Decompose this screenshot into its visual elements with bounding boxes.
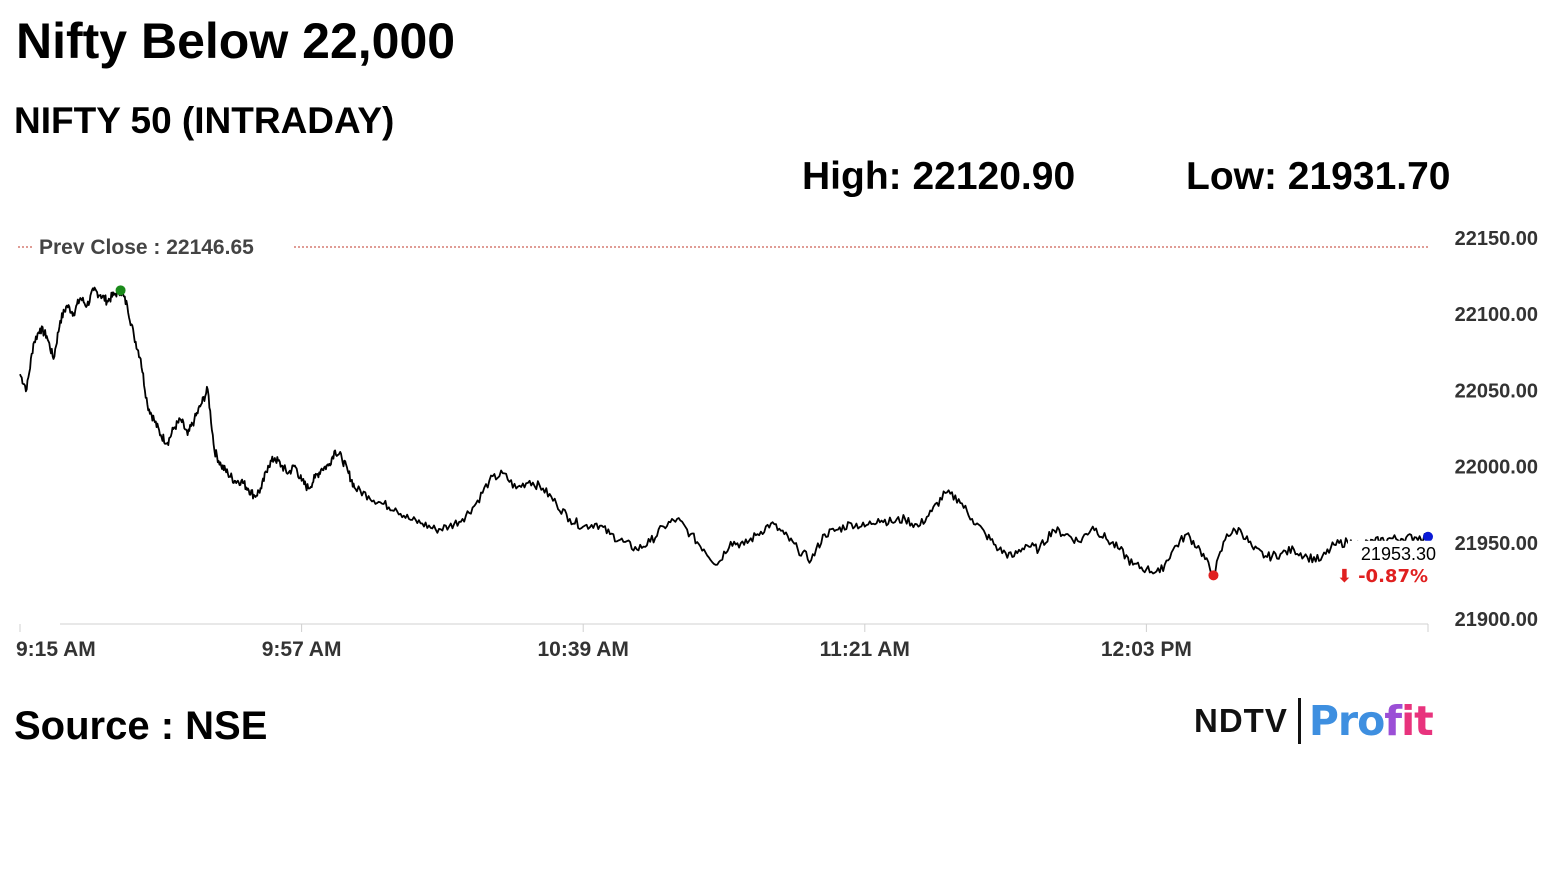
last-price-marker [1423,531,1433,542]
tick-labels: 9:15 AM 9:57 AM 10:39 AM 11:21 AM 12:03 PM 22… [16,228,1538,661]
day-low-marker [1208,570,1219,581]
day-high-stat: High: 22120.90 [802,155,1076,198]
price-series-line [19,286,1429,577]
day-high-marker [115,285,126,296]
y-tick-label: 21900.00 [1455,609,1538,631]
y-tick-label: 21950.00 [1455,533,1538,555]
chart-subtitle: NIFTY 50 (INTRADAY) [14,100,395,141]
ndtv-profit-logo: NDTV Profit [1194,696,1434,746]
logo-ndtv-text: NDTV [1194,702,1288,739]
last-label-bg [1348,540,1438,589]
prev-close-group: Prev Close : 22146.65 [18,236,1428,259]
change-percent-label: ⬇ -0.87% [1337,566,1428,587]
y-tick-label: 22050.00 [1455,380,1538,402]
x-tick-label: 9:57 AM [262,638,342,661]
intraday-line-chart: Prev Close : 22146.65 21953.30⬇ -0.87% 9… [16,228,1538,661]
headline: Nifty Below 22,000 [16,13,456,69]
prev-close-label: Prev Close : 22146.65 [39,236,254,259]
x-tick-label: 12:03 PM [1101,638,1192,661]
day-low-stat: Low: 21931.70 [1186,155,1451,198]
y-tick-label: 22100.00 [1455,304,1538,326]
y-tick-label: 22000.00 [1455,457,1538,479]
logo-profit-text: Profit [1308,697,1434,745]
markers: 21953.30⬇ -0.87% [115,285,1438,589]
series-layer [19,286,1429,577]
last-price-label: 21953.30 [1361,544,1436,564]
x-tick-label: 11:21 AM [820,638,910,661]
x-tick-label: 10:39 AM [537,638,628,661]
source-credit: Source : NSE [14,704,268,748]
y-tick-label: 22150.00 [1455,228,1538,250]
logo-divider [1297,698,1301,744]
axes [19,623,1429,632]
x-tick-label: 9:15 AM [16,638,96,661]
